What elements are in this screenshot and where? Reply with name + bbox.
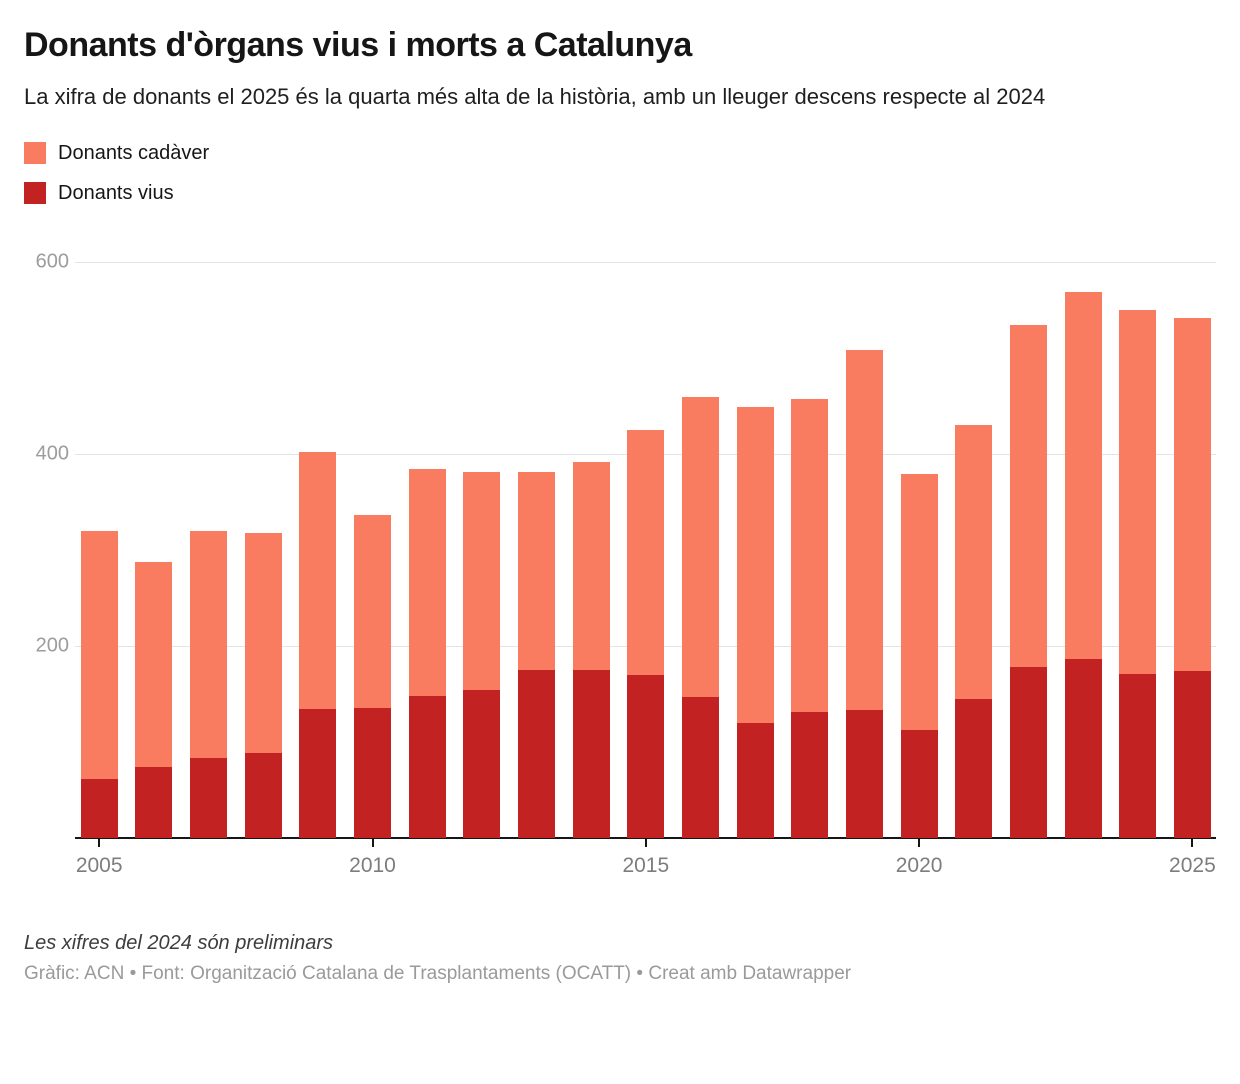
segment-vius-2022[interactable] bbox=[1009, 667, 1047, 839]
bar-2009[interactable] bbox=[299, 452, 337, 839]
segment-cadaver-2024[interactable] bbox=[1119, 310, 1157, 675]
y-axis-label-400: 400 bbox=[35, 442, 69, 465]
segment-cadaver-2012[interactable] bbox=[463, 471, 501, 691]
gridline-600 bbox=[75, 262, 1216, 264]
x-axis-label-2010: 2010 bbox=[349, 854, 396, 878]
segment-cadaver-2009[interactable] bbox=[299, 452, 337, 709]
segment-cadaver-2010[interactable] bbox=[354, 514, 391, 708]
segment-cadaver-2018[interactable] bbox=[791, 398, 829, 713]
bar-2014[interactable] bbox=[572, 461, 610, 839]
bar-2006[interactable] bbox=[135, 561, 173, 839]
legend-label-cadaver: Donants cadàver bbox=[58, 141, 210, 164]
segment-vius-2020[interactable] bbox=[900, 729, 938, 839]
bar-2016[interactable] bbox=[681, 396, 719, 839]
segment-vius-2009[interactable] bbox=[299, 708, 337, 839]
bar-2019[interactable] bbox=[845, 349, 883, 839]
chart-subtitle: La xifra de donants el 2025 és la quarta… bbox=[24, 84, 1046, 109]
segment-cadaver-2020[interactable] bbox=[900, 474, 938, 730]
x-axis-tick-2020 bbox=[918, 838, 921, 848]
bar-2017[interactable] bbox=[736, 407, 774, 839]
bar-2008[interactable] bbox=[244, 532, 282, 839]
segment-vius-2018[interactable] bbox=[791, 712, 829, 839]
segment-vius-2017[interactable] bbox=[736, 723, 774, 839]
segment-cadaver-2014[interactable] bbox=[572, 461, 610, 671]
segment-vius-2023[interactable] bbox=[1064, 658, 1102, 839]
bar-2022[interactable] bbox=[1009, 324, 1047, 839]
bar-2020[interactable] bbox=[900, 474, 938, 839]
x-axis-label-2015: 2015 bbox=[622, 854, 670, 878]
chart-title: Donants d'òrgans vius i morts a Cataluny… bbox=[24, 26, 692, 64]
segment-cadaver-2025[interactable] bbox=[1173, 317, 1211, 672]
x-axis-tick-2025 bbox=[1191, 838, 1194, 848]
segment-cadaver-2022[interactable] bbox=[1009, 324, 1047, 668]
bar-2005[interactable] bbox=[80, 531, 118, 839]
segment-vius-2005[interactable] bbox=[80, 778, 118, 839]
x-axis-tick-2005 bbox=[98, 838, 101, 848]
chart-footer: Les xifres del 2024 són preliminars Gràf… bbox=[24, 932, 1216, 985]
segment-cadaver-2021[interactable] bbox=[955, 424, 993, 700]
legend-item-vius: Donants vius bbox=[24, 178, 1216, 208]
segment-cadaver-2015[interactable] bbox=[627, 430, 665, 676]
segment-vius-2014[interactable] bbox=[572, 670, 610, 839]
bar-2024[interactable] bbox=[1119, 310, 1157, 839]
x-axis-label-2005: 2005 bbox=[75, 854, 123, 878]
segment-cadaver-2007[interactable] bbox=[190, 531, 228, 758]
segment-cadaver-2019[interactable] bbox=[845, 349, 883, 710]
legend-label-vius: Donants vius bbox=[58, 181, 174, 204]
segment-vius-2006[interactable] bbox=[135, 767, 173, 839]
segment-cadaver-2017[interactable] bbox=[736, 407, 774, 724]
x-axis-label-2020: 2020 bbox=[895, 854, 943, 878]
bar-2012[interactable] bbox=[463, 471, 501, 839]
bar-2013[interactable] bbox=[517, 472, 555, 839]
x-axis-label-2025: 2025 bbox=[1169, 854, 1216, 878]
segment-vius-2016[interactable] bbox=[681, 697, 719, 839]
segment-vius-2019[interactable] bbox=[845, 709, 883, 839]
x-axis-tick-2015 bbox=[644, 838, 647, 848]
segment-cadaver-2008[interactable] bbox=[244, 532, 282, 753]
segment-vius-2025[interactable] bbox=[1173, 671, 1211, 839]
legend-item-cadaver: Donants cadàver bbox=[24, 138, 1216, 168]
segment-vius-2021[interactable] bbox=[955, 699, 993, 839]
segment-vius-2015[interactable] bbox=[627, 675, 665, 839]
segment-vius-2007[interactable] bbox=[190, 757, 228, 839]
legend-swatch-cadaver bbox=[24, 142, 46, 165]
legend: Donants cadàver Donants vius bbox=[24, 138, 1216, 208]
bar-2011[interactable] bbox=[408, 468, 446, 839]
segment-vius-2008[interactable] bbox=[244, 752, 282, 839]
y-axis-label-600: 600 bbox=[35, 250, 69, 273]
bar-2023[interactable] bbox=[1064, 292, 1102, 839]
plot-area: 200 400 600 2005 2010 2015 2020 2025 bbox=[36, 251, 1216, 877]
footnote: Les xifres del 2024 són preliminars bbox=[24, 932, 334, 955]
stacked-bar-chart: 200 400 600 2005 2010 2015 2020 2025 bbox=[24, 251, 1216, 914]
y-axis-label-200: 200 bbox=[35, 634, 69, 657]
segment-vius-2010[interactable] bbox=[354, 707, 391, 839]
bar-2018[interactable] bbox=[791, 398, 829, 839]
segment-cadaver-2006[interactable] bbox=[135, 561, 173, 768]
bar-2025[interactable] bbox=[1173, 317, 1211, 839]
credit-line: Gràfic: ACN • Font: Organització Catalan… bbox=[24, 963, 852, 985]
bar-2007[interactable] bbox=[190, 531, 228, 839]
bar-2015[interactable] bbox=[627, 430, 665, 839]
segment-vius-2024[interactable] bbox=[1119, 674, 1157, 839]
segment-cadaver-2011[interactable] bbox=[408, 468, 446, 697]
chart-card: Donants d'òrgans vius i morts a Cataluny… bbox=[0, 26, 1240, 985]
segment-vius-2012[interactable] bbox=[463, 690, 501, 839]
bar-2021[interactable] bbox=[955, 424, 993, 839]
segment-cadaver-2016[interactable] bbox=[681, 396, 719, 698]
bar-2010[interactable] bbox=[354, 514, 391, 839]
segment-cadaver-2005[interactable] bbox=[80, 531, 118, 779]
segment-cadaver-2023[interactable] bbox=[1064, 292, 1102, 659]
segment-cadaver-2013[interactable] bbox=[517, 472, 555, 671]
x-axis-tick-2010 bbox=[371, 838, 374, 848]
segment-vius-2013[interactable] bbox=[517, 670, 555, 839]
legend-swatch-vius bbox=[24, 182, 46, 205]
segment-vius-2011[interactable] bbox=[408, 696, 446, 839]
